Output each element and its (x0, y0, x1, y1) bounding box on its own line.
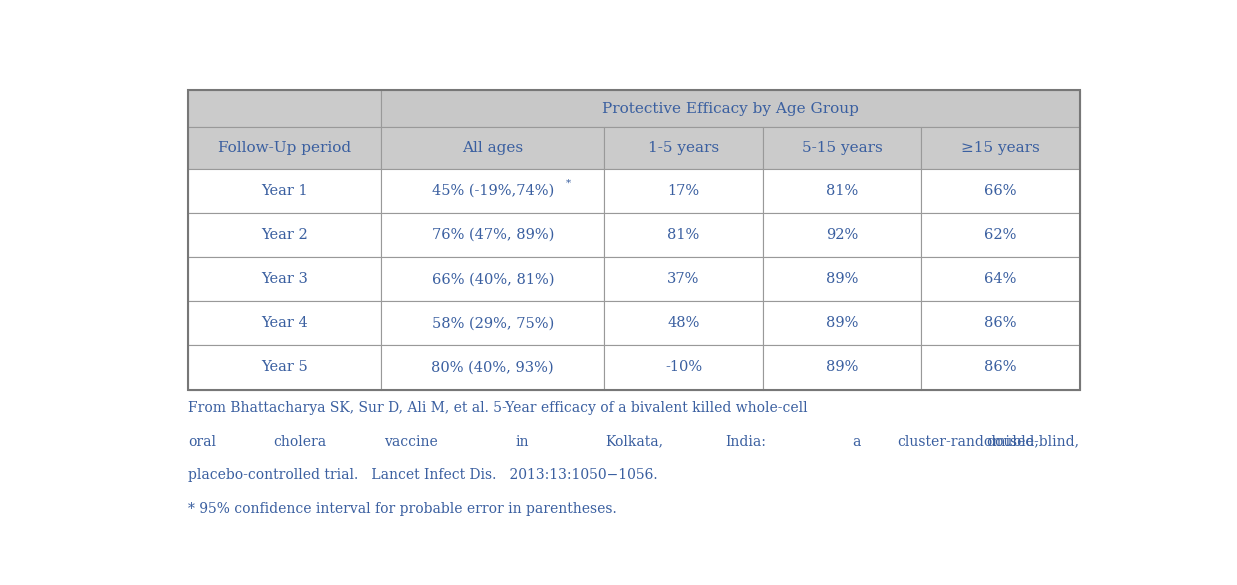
Bar (922, 301, 1080, 345)
Bar (922, 257, 1080, 301)
Bar (188, 91, 1080, 390)
Text: 37%: 37% (667, 272, 700, 286)
Text: * 95% confidence interval for probable error in parentheses.: * 95% confidence interval for probable e… (188, 502, 617, 516)
Bar (604, 345, 763, 390)
Text: Year 4: Year 4 (261, 316, 308, 331)
Bar (188, 345, 381, 390)
Text: 45% (-19%,74%): 45% (-19%,74%) (432, 184, 554, 198)
Bar (922, 345, 1080, 390)
Bar (763, 301, 922, 345)
Text: Kolkata,: Kolkata, (605, 435, 663, 449)
Bar (188, 169, 381, 213)
Text: 76% (47%, 89%): 76% (47%, 89%) (432, 228, 554, 242)
Text: 80% (40%, 93%): 80% (40%, 93%) (432, 360, 554, 374)
Text: 58% (29%, 75%): 58% (29%, 75%) (432, 316, 554, 331)
Text: 62%: 62% (985, 228, 1017, 242)
Bar (381, 91, 1080, 128)
Bar (922, 128, 1080, 169)
Text: 66%: 66% (985, 184, 1017, 198)
Text: 66% (40%, 81%): 66% (40%, 81%) (432, 272, 554, 286)
Text: placebo-controlled trial.   Lancet Infect Dis.   2013:13:1050−1056.: placebo-controlled trial. Lancet Infect … (188, 469, 658, 483)
Bar (188, 257, 381, 301)
Bar (381, 301, 604, 345)
Bar (381, 345, 604, 390)
Text: oral: oral (188, 435, 216, 449)
Bar (922, 213, 1080, 257)
Bar (604, 257, 763, 301)
Text: -10%: -10% (666, 360, 703, 374)
Bar (381, 128, 604, 169)
Bar (604, 128, 763, 169)
Text: Follow-Up period: Follow-Up period (218, 141, 351, 155)
Bar (763, 169, 922, 213)
Text: Year 2: Year 2 (261, 228, 308, 242)
Text: 64%: 64% (985, 272, 1017, 286)
Bar (381, 169, 604, 213)
Bar (381, 213, 604, 257)
Text: Year 1: Year 1 (261, 184, 308, 198)
Text: From Bhattacharya SK, Sur D, Ali M, et al. 5-Year efficacy of a bivalent killed : From Bhattacharya SK, Sur D, Ali M, et a… (188, 401, 808, 415)
Text: *: * (565, 179, 570, 188)
Text: 92%: 92% (826, 228, 858, 242)
Text: Year 3: Year 3 (261, 272, 308, 286)
Text: in: in (516, 435, 529, 449)
Bar (188, 91, 381, 128)
Bar (763, 257, 922, 301)
Text: a: a (852, 435, 861, 449)
Text: India:: India: (725, 435, 766, 449)
Text: cholera: cholera (273, 435, 327, 449)
Bar (763, 345, 922, 390)
Text: Year 5: Year 5 (261, 360, 308, 374)
Text: ≥15 years: ≥15 years (961, 141, 1040, 155)
Text: double-blind,: double-blind, (987, 435, 1080, 449)
Text: 48%: 48% (667, 316, 700, 331)
Text: 81%: 81% (826, 184, 858, 198)
Text: 89%: 89% (826, 272, 858, 286)
Bar (763, 213, 922, 257)
Bar (188, 213, 381, 257)
Text: 17%: 17% (668, 184, 700, 198)
Text: All ages: All ages (463, 141, 523, 155)
Bar (188, 128, 381, 169)
Text: cluster-randomised,: cluster-randomised, (897, 435, 1039, 449)
Text: 89%: 89% (826, 360, 858, 374)
Bar (604, 213, 763, 257)
Text: Protective Efficacy by Age Group: Protective Efficacy by Age Group (602, 102, 858, 116)
Bar (763, 128, 922, 169)
Text: 86%: 86% (985, 316, 1017, 331)
Bar (188, 301, 381, 345)
Text: 1-5 years: 1-5 years (648, 141, 719, 155)
Text: 5-15 years: 5-15 years (802, 141, 882, 155)
Bar (604, 301, 763, 345)
Bar (381, 257, 604, 301)
Text: 89%: 89% (826, 316, 858, 331)
Text: 81%: 81% (668, 228, 700, 242)
Bar (922, 169, 1080, 213)
Text: vaccine: vaccine (385, 435, 438, 449)
Text: 86%: 86% (985, 360, 1017, 374)
Bar (604, 169, 763, 213)
